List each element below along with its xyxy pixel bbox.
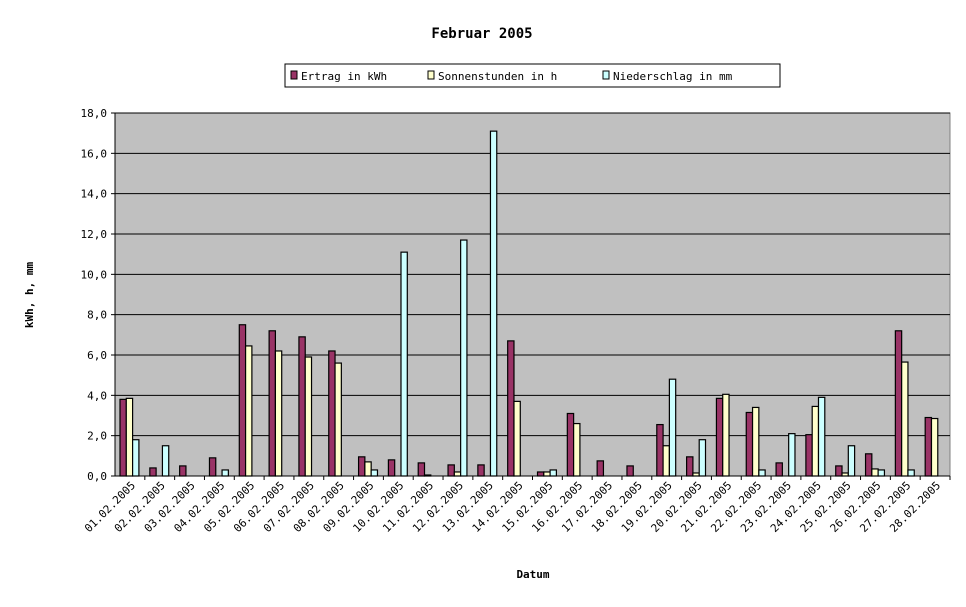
bar-3-09.02.2005 [370, 469, 379, 477]
plot-area [114, 112, 951, 477]
bar-1-18.02.2005 [626, 465, 634, 477]
bar-1-05.02.2005 [238, 324, 247, 477]
bar-3-01.02.2005 [132, 439, 140, 477]
axes [111, 112, 951, 480]
y-tick-label: 0,0 [87, 470, 107, 483]
bar-2-08.02.2005 [334, 362, 342, 477]
bar-1-10.02.2005 [387, 459, 396, 477]
legend-swatch-3 [602, 70, 610, 80]
bar-3-04.02.2005 [221, 469, 229, 477]
x-axis-label: Datum [516, 568, 549, 581]
bar-3-19.02.2005 [668, 378, 677, 477]
bar-2-06.02.2005 [274, 350, 283, 477]
bar-1-25.02.2005 [835, 465, 843, 477]
bar-2-14.02.2005 [513, 400, 521, 477]
bar-3-22.02.2005 [758, 469, 766, 477]
bar-1-01.02.2005 [119, 398, 127, 477]
legend: Ertrag in kWh Sonnenstunden in h Niedersch… [284, 63, 781, 88]
bar-1-27.02.2005 [894, 330, 903, 477]
bar-1-07.02.2005 [298, 336, 306, 477]
bar-2-09.02.2005 [364, 461, 372, 477]
legend-label-1: Ertrag in kWh [301, 70, 387, 83]
bar-3-27.02.2005 [907, 469, 915, 477]
y-tick-label: 6,0 [87, 349, 107, 362]
bar-3-26.02.2005 [877, 469, 886, 477]
chart-title: Februar 2005 [431, 26, 532, 42]
bar-1-23.02.2005 [775, 462, 783, 477]
legend-swatch-1 [290, 70, 298, 80]
bar-2-28.02.2005 [930, 417, 939, 477]
bar-1-06.02.2005 [268, 330, 277, 477]
bar-1-26.02.2005 [864, 453, 873, 477]
y-tick-label: 12,0 [81, 228, 108, 241]
bar-2-24.02.2005 [811, 405, 820, 477]
x-tick-labels: 01.02.200502.02.200503.02.200504.02.2005… [82, 479, 943, 535]
y-tick-label: 18,0 [81, 107, 108, 120]
bar-2-16.02.2005 [573, 422, 581, 477]
bar-3-23.02.2005 [788, 433, 796, 477]
bar-3-20.02.2005 [698, 439, 707, 477]
bar-1-28.02.2005 [924, 416, 933, 477]
bar-1-03.02.2005 [179, 465, 187, 477]
gridlines [115, 112, 950, 437]
bar-1-16.02.2005 [566, 412, 575, 477]
y-tick-label: 10,0 [81, 268, 108, 281]
bar-1-15.02.2005 [536, 471, 545, 477]
y-tick-label: 4,0 [87, 389, 107, 402]
legend-swatch-2 [427, 70, 435, 80]
bar-2-05.02.2005 [244, 345, 253, 477]
legend-label-3: Niederschlag in mm [613, 70, 733, 83]
bar-3-02.02.2005 [161, 445, 170, 477]
bar-2-26.02.2005 [871, 468, 879, 477]
bar-2-19.02.2005 [662, 445, 670, 477]
bar-3-25.02.2005 [847, 445, 856, 477]
bar-1-02.02.2005 [149, 467, 157, 477]
bar-3-10.02.2005 [400, 251, 408, 477]
y-axis-label: kWh, h, mm [23, 262, 36, 329]
bar-1-21.02.2005 [715, 397, 724, 477]
legend-label-2: Sonnenstunden in h [438, 70, 557, 83]
bar-1-13.02.2005 [477, 464, 485, 477]
bar-1-14.02.2005 [507, 340, 515, 477]
bar-1-24.02.2005 [805, 434, 813, 477]
bar-3-13.02.2005 [489, 130, 498, 477]
bar-1-11.02.2005 [417, 462, 426, 477]
bar-1-09.02.2005 [357, 456, 366, 477]
bar-2-12.02.2005 [453, 471, 462, 477]
bar-1-08.02.2005 [328, 350, 336, 477]
y-tick-label: 14,0 [81, 188, 108, 201]
y-tick-label: 2,0 [87, 430, 107, 443]
y-tick-labels: 0,0 2,0 4,0 6,0 8,0 10,0 12,0 14,0 16,0 18,0 [81, 107, 108, 483]
bar-1-19.02.2005 [656, 423, 664, 477]
bar-2-22.02.2005 [751, 406, 760, 477]
bar-1-22.02.2005 [745, 411, 754, 477]
y-tick-label: 8,0 [87, 309, 107, 322]
bar-3-15.02.2005 [549, 469, 557, 477]
bar-3-12.02.2005 [460, 239, 468, 477]
y-tick-label: 16,0 [81, 147, 108, 160]
bar-1-17.02.2005 [596, 460, 605, 477]
bar-2-07.02.2005 [304, 356, 313, 477]
bar-2-01.02.2005 [125, 397, 134, 477]
legend-box [284, 63, 781, 88]
bar-1-12.02.2005 [447, 464, 455, 477]
bar-2-15.02.2005 [543, 471, 551, 477]
bar-1-20.02.2005 [686, 456, 694, 477]
bar-2-27.02.2005 [901, 361, 909, 477]
bar-3-24.02.2005 [817, 396, 826, 477]
bar-1-04.02.2005 [208, 457, 217, 477]
bar-2-21.02.2005 [722, 393, 730, 477]
